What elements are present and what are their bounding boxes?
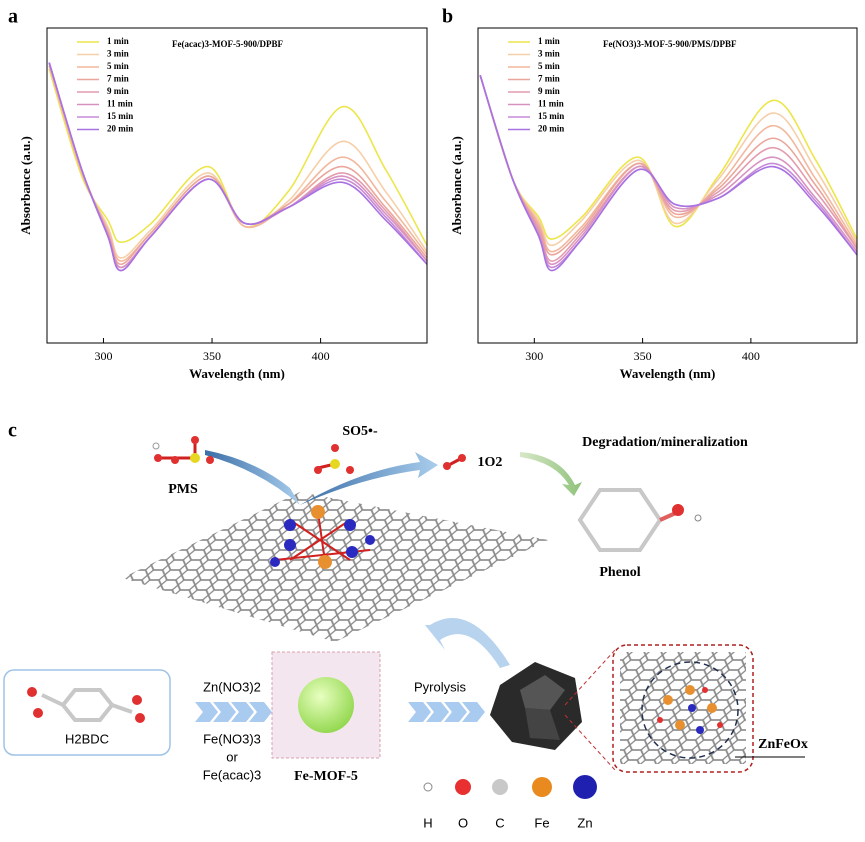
o2-molecule [443,454,466,470]
h2bdc-box [3,669,171,756]
legend-label: 20 min [107,124,133,134]
reagent-label: or [226,749,238,764]
series-line [48,62,428,266]
phenol-label: Phenol [599,565,640,580]
series-line [479,75,858,272]
degradation-label: Degradation/mineralization [582,435,748,450]
chart-title: Fe(acac)3-MOF-5-900/DPBF [172,39,283,49]
panel-label: b [442,6,453,28]
znfeox-particle [490,662,582,750]
atom-label: O [458,815,468,830]
pms-molecule [152,436,214,464]
x-tick-label: 400 [312,349,330,363]
zoom-circle [641,661,739,759]
series-line [48,68,428,246]
zoom-line [564,649,616,706]
plot-frame [46,27,428,344]
atom-label: H [423,815,432,830]
pms-label: PMS [168,482,198,497]
series-line [479,75,858,247]
zoom-atoms [657,685,723,734]
so5-label: SO5•- [342,424,378,439]
series-line [48,62,428,269]
o2-label: 1O2 [478,455,503,470]
arrow [205,450,300,505]
legend-label: 1 min [538,36,560,46]
charts: 300 350 400 1 min 3 min 5 min 7 min 9 min 11 min… [18,27,858,381]
series-line [48,62,428,269]
chevrons [195,702,485,722]
series-line [479,75,858,240]
legend-label: 11 min [107,99,133,109]
reagent-label: Zn(NO3)2 [203,679,261,694]
legend-label: 9 min [538,86,560,96]
y-axis-label: Absorbance (a.u.) [18,136,33,235]
x-axis-label: Wavelength (nm) [620,366,716,381]
zoom-lattice [620,652,746,764]
chart-title: Fe(NO3)3-MOF-5-900/PMS/DPBF [603,39,737,49]
h2bdc-label: H2BDC [65,731,109,746]
series-line [48,62,428,272]
legend-label: 20 min [538,124,564,134]
atom-label: C [495,815,504,830]
reagent-label: Fe(acac)3 [203,767,262,782]
arrow [300,452,438,505]
fe-mof-label: Fe-MOF-5 [294,769,358,784]
reagent-label: Fe(NO3)3 [203,731,261,746]
diagram: SO5•- PMS 1O2 Degradation/mineralization… [3,424,808,830]
panel-label: c [8,420,17,442]
x-tick-label: 350 [203,349,221,363]
metal-cluster [270,505,375,569]
phenol-molecule [577,488,702,552]
h2bdc-molecule [27,687,145,723]
legend-label: 9 min [107,86,129,96]
arrow [425,618,510,668]
zoom-line [564,714,616,771]
arrow [520,452,582,496]
legend-label: 3 min [107,49,129,59]
x-tick-label: 300 [94,349,112,363]
legend-label: 7 min [538,74,560,84]
y-axis-label: Absorbance (a.u.) [449,136,464,235]
mof-pore [298,677,354,733]
atom-label: Fe [534,815,549,830]
legend-label: 15 min [538,111,564,121]
legend-label: 5 min [538,61,560,71]
pyrolysis-label: Pyrolysis [414,679,467,694]
legend-label: 15 min [107,111,133,121]
plot-frame [477,27,858,344]
so5-molecule [314,444,354,474]
x-tick-label: 300 [525,349,543,363]
znfeox-label: ZnFeOx [758,737,808,752]
legend-label: 3 min [538,49,560,59]
legend-label: 7 min [107,74,129,84]
panel-label: a [8,6,18,28]
x-axis-label: Wavelength (nm) [189,366,285,381]
x-tick-label: 400 [742,349,760,363]
atom-label: Zn [577,815,592,830]
atom-legend [423,775,597,799]
legend-label: 11 min [538,99,564,109]
x-tick-label: 350 [634,349,652,363]
legend-label: 5 min [107,61,129,71]
legend-label: 1 min [107,36,129,46]
graphene-sheet [122,492,548,642]
